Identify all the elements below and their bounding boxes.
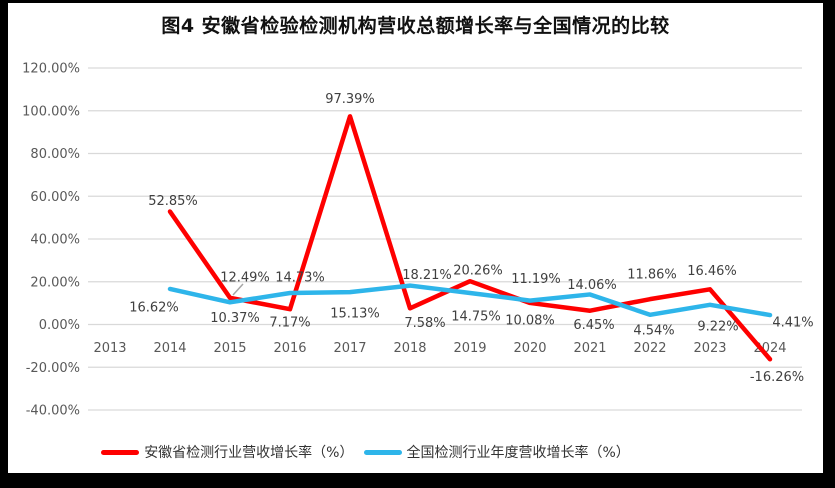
y-axis-tick-label: 120.00% (22, 62, 80, 77)
series-line-national[interactable] (167, 283, 773, 318)
data-label-anhui-2021: 6.45% (573, 318, 614, 333)
data-label-anhui-2024: -16.26% (750, 370, 804, 385)
data-label-national-2014: 16.62% (129, 300, 179, 315)
x-axis-tick-label: 2018 (393, 341, 426, 356)
y-axis-tick-label: 80.00% (30, 147, 80, 162)
chart-title: 图4 安徽省检验检测机构营收总额增长率与全国情况的比较 (161, 15, 670, 37)
x-axis-tick-label: 2014 (153, 341, 186, 356)
data-label-national-2021: 14.06% (567, 278, 617, 293)
data-label-anhui-2016: 7.17% (269, 316, 310, 331)
x-axis-tick-label: 2019 (453, 341, 486, 356)
data-label-national-2023: 9.22% (697, 319, 738, 334)
label-leader-line (232, 283, 244, 296)
x-axis-tick-label: 2022 (633, 341, 666, 356)
legend-item-anhui[interactable]: 安徽省检测行业营收增长率（%） (101, 442, 354, 462)
x-axis-tick-label: 2017 (333, 341, 366, 356)
legend-item-national[interactable]: 全国检测行业年度营收增长率（%） (363, 442, 630, 462)
legend-swatch-anhui-line (101, 449, 140, 455)
x-axis-tick-label: 2013 (93, 341, 126, 356)
data-label-national-2019: 14.75% (451, 309, 501, 324)
y-axis-tick-label: -40.00% (26, 404, 80, 419)
chart-canvas: 图4 安徽省检验检测机构营收总额增长率与全国情况的比较 120.00% 100.0… (8, 3, 823, 473)
y-axis-tick-label: 0.00% (39, 318, 80, 333)
y-axis-tick-label: -20.00% (26, 361, 80, 376)
y-axis-tick-label: 100.00% (22, 104, 80, 119)
legend-label-anhui: 安徽省检测行业营收增长率（%） (144, 445, 354, 461)
data-label-national-2017: 15.13% (330, 307, 380, 322)
y-axis-tick-label: 20.00% (30, 275, 80, 290)
data-label-anhui-2019: 20.26% (453, 264, 503, 279)
data-label-anhui-2020: 10.08% (505, 313, 555, 328)
data-label-anhui-2023: 16.46% (687, 264, 737, 279)
x-axis-tick-label: 2016 (273, 341, 306, 356)
chart-plot-area: 120.00% 100.00% 80.00% 60.00% 40.00% 20.00% 0.… (22, 62, 814, 419)
data-label-anhui-2017: 97.39% (325, 92, 375, 107)
x-axis-tick-label: 2020 (513, 341, 546, 356)
data-label-national-2024: 4.41% (772, 316, 813, 331)
legend-swatch-national-line (363, 449, 402, 455)
data-label-national-2020: 11.19% (511, 272, 561, 287)
data-label-anhui-2018: 7.58% (404, 316, 445, 331)
legend: 安徽省检测行业营收增长率（%） 全国检测行业年度营收增长率（%） (8, 442, 723, 462)
data-label-national-2016: 14.73% (275, 271, 325, 286)
x-axis-tick-label: 2023 (693, 341, 726, 356)
data-label-national-2018: 18.21% (402, 268, 452, 283)
y-axis-tick-label: 40.00% (30, 233, 80, 248)
legend-label-national: 全国检测行业年度营收增长率（%） (406, 445, 630, 461)
data-label-anhui-2014: 52.85% (148, 194, 198, 209)
data-label-national-2015: 10.37% (210, 311, 260, 326)
x-axis-tick-label: 2021 (573, 341, 606, 356)
x-axis-tick-label: 2015 (213, 341, 246, 356)
series-line-anhui[interactable] (167, 114, 773, 362)
y-axis-tick-label: 60.00% (30, 190, 80, 205)
data-label-anhui-2015: 12.49% (220, 270, 270, 285)
data-label-anhui-2022: 11.86% (627, 268, 677, 283)
data-label-national-2022: 4.54% (633, 323, 674, 338)
